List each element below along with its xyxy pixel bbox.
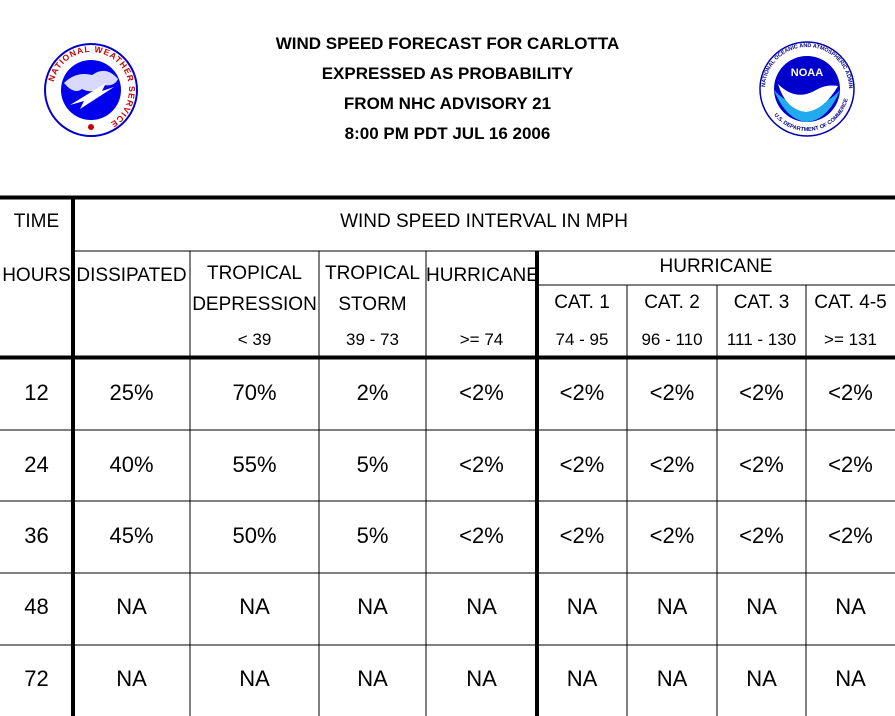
- table-cell: NA: [656, 594, 688, 619]
- table-cell: NA: [746, 666, 777, 691]
- table-cell: NA: [116, 594, 147, 619]
- table-cell: <2%: [459, 523, 504, 548]
- table-cell: 40%: [109, 452, 154, 477]
- cat3-header: CAT. 3: [733, 292, 790, 313]
- table-cell: NA: [466, 594, 497, 619]
- table-cell: NA: [746, 594, 777, 619]
- table-cell: NA: [239, 594, 270, 619]
- hours-cell: 72: [24, 666, 49, 691]
- table-cell: 25%: [109, 380, 154, 405]
- ts-header-line2: STORM: [338, 294, 407, 315]
- hurricane-group-header: HURRICANE: [659, 256, 773, 277]
- table-cell: NA: [357, 666, 388, 691]
- table-cell: <2%: [739, 523, 784, 548]
- table-cell: 5%: [356, 523, 389, 548]
- table-cell: <2%: [559, 523, 605, 548]
- advisory-number: FROM NHC ADVISORY 21: [343, 94, 552, 113]
- table-cell: NA: [566, 666, 598, 691]
- ts-header-line1: TROPICAL: [324, 263, 421, 284]
- forecast-subtitle: EXPRESSED AS PROBABILITY: [321, 64, 574, 83]
- hours-cell: 12: [24, 380, 49, 405]
- table-cell: NA: [835, 666, 866, 691]
- table-cell: 50%: [232, 523, 277, 548]
- advisory-time: 8:00 PM PDT JUL 16 2006: [344, 124, 551, 143]
- hours-cell: 48: [24, 594, 49, 619]
- table-cell: <2%: [459, 380, 504, 405]
- table-cell: 2%: [356, 380, 389, 405]
- ts-range: 39 - 73: [346, 330, 399, 349]
- cat2-header: CAT. 2: [644, 292, 700, 313]
- table-cell: <2%: [649, 523, 695, 548]
- table-cell: NA: [466, 666, 497, 691]
- dissipated-header: DISSIPATED: [76, 265, 187, 286]
- hurricane-range: >= 74: [459, 330, 504, 349]
- table-cell: 55%: [232, 452, 277, 477]
- forecast-title: WIND SPEED FORECAST FOR CARLOTTA: [275, 34, 620, 53]
- wind-interval-header: WIND SPEED INTERVAL IN MPH: [340, 211, 628, 232]
- table-cell: NA: [357, 594, 388, 619]
- cat1-header: CAT. 1: [554, 292, 610, 313]
- td-header-line1: TROPICAL: [206, 263, 303, 284]
- table-cell: <2%: [459, 452, 504, 477]
- td-header-line2: DEPRESSION: [192, 294, 317, 315]
- table-cell: NA: [835, 594, 866, 619]
- noaa-logo-icon: NOAA NATIONAL OCEANIC AND ATMOSPHERIC AD…: [756, 40, 855, 137]
- table-cell: <2%: [559, 452, 605, 477]
- table-cell: <2%: [828, 452, 873, 477]
- cat3-range: 111 - 130: [726, 330, 797, 349]
- table-cell: <2%: [739, 380, 784, 405]
- table-cell: NA: [566, 594, 598, 619]
- table-cell: 70%: [232, 380, 277, 405]
- td-range: < 39: [237, 330, 272, 349]
- table-cell: <2%: [828, 523, 873, 548]
- noaa-logo-label: NOAA: [791, 67, 823, 79]
- nws-logo-icon: NATIONAL WEATHER SERVICE: [44, 43, 138, 137]
- table-cell: <2%: [649, 452, 695, 477]
- cat1-range: 74 - 95: [555, 330, 609, 349]
- hours-header: HOURS: [2, 265, 71, 286]
- hours-cell: 36: [24, 523, 49, 548]
- table-cell: NA: [656, 666, 688, 691]
- table-cell: <2%: [828, 380, 873, 405]
- table-cell: <2%: [559, 380, 605, 405]
- table-cell: <2%: [739, 452, 784, 477]
- hurricane-header: HURRICANE: [426, 265, 539, 286]
- table-cell: 45%: [109, 523, 154, 548]
- page-header: WIND SPEED FORECAST FOR CARLOTTA EXPRESS…: [0, 0, 895, 195]
- cat45-range: >= 131: [824, 330, 877, 349]
- table-cell: 5%: [356, 452, 389, 477]
- hours-cell: 24: [24, 452, 49, 477]
- table-cell: NA: [116, 666, 147, 691]
- table-cell: <2%: [649, 380, 695, 405]
- table-cell: NA: [239, 666, 270, 691]
- cat2-range: 96 - 110: [641, 330, 703, 349]
- time-header: TIME: [13, 211, 60, 232]
- cat45-header: CAT. 4-5: [814, 292, 887, 313]
